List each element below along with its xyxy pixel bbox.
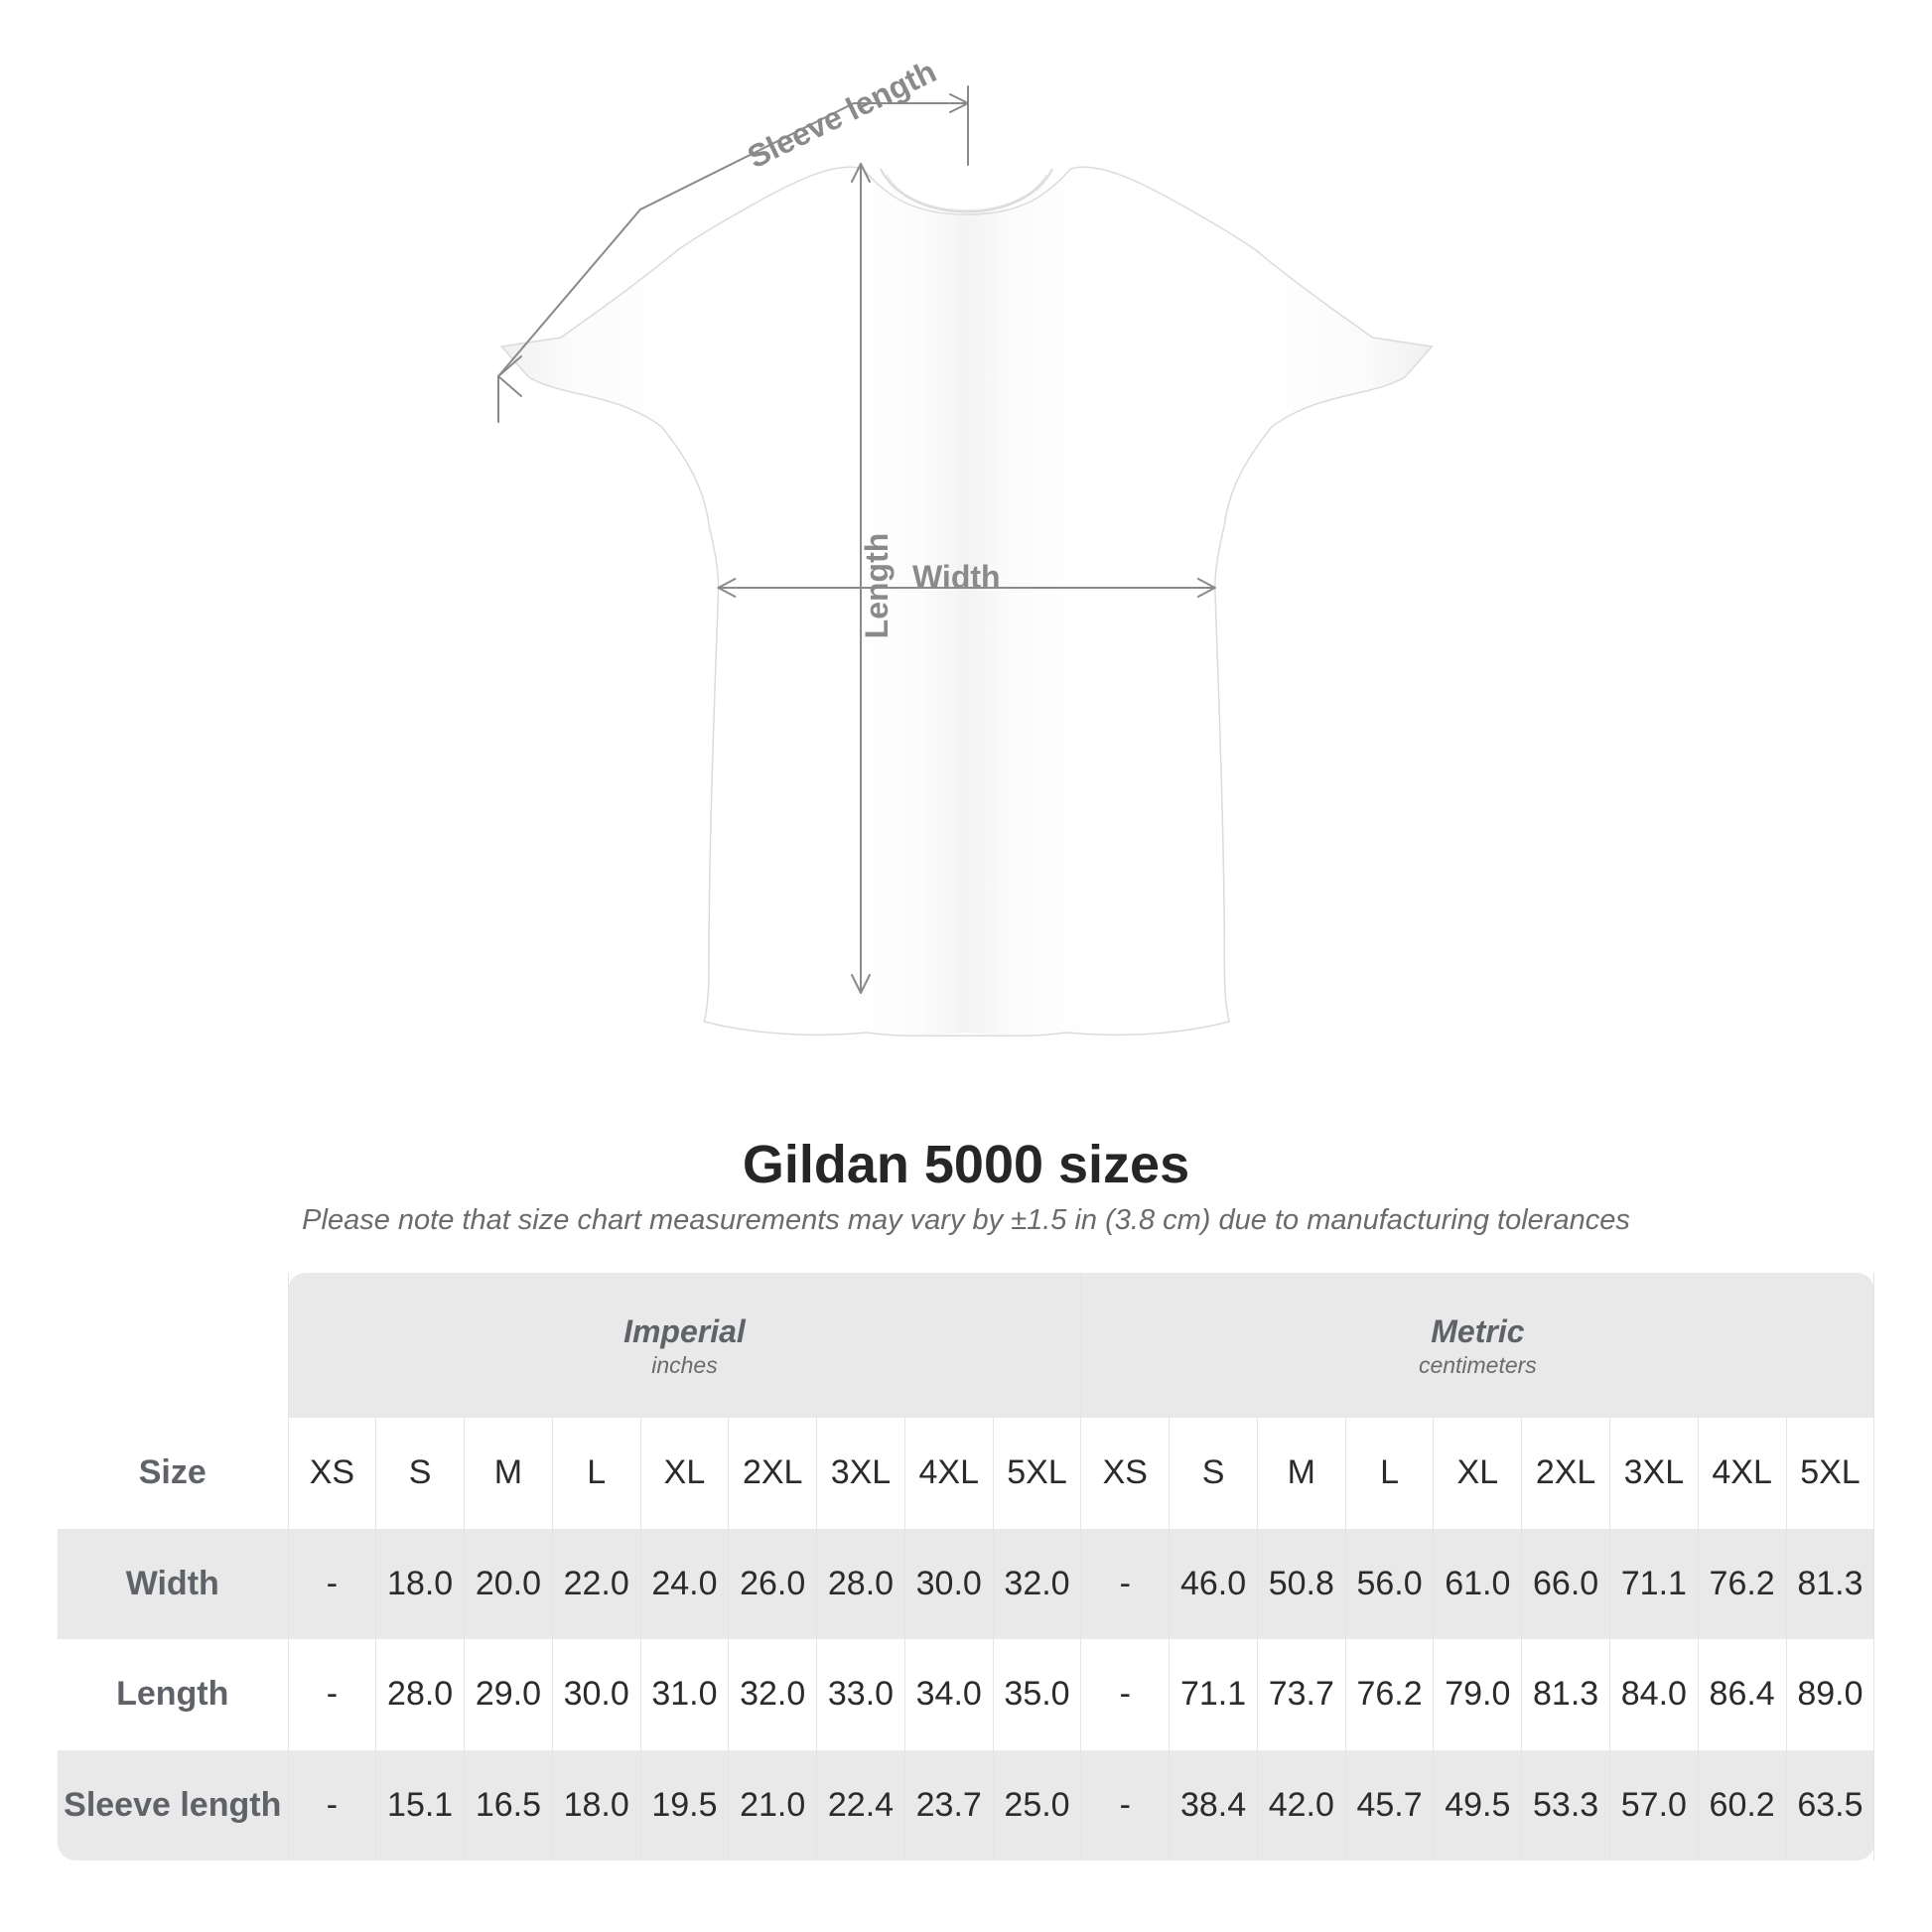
svg-text:Length: Length [859,533,895,639]
svg-text:Width: Width [912,559,1001,595]
svg-text:Sleeve length: Sleeve length [742,54,941,176]
